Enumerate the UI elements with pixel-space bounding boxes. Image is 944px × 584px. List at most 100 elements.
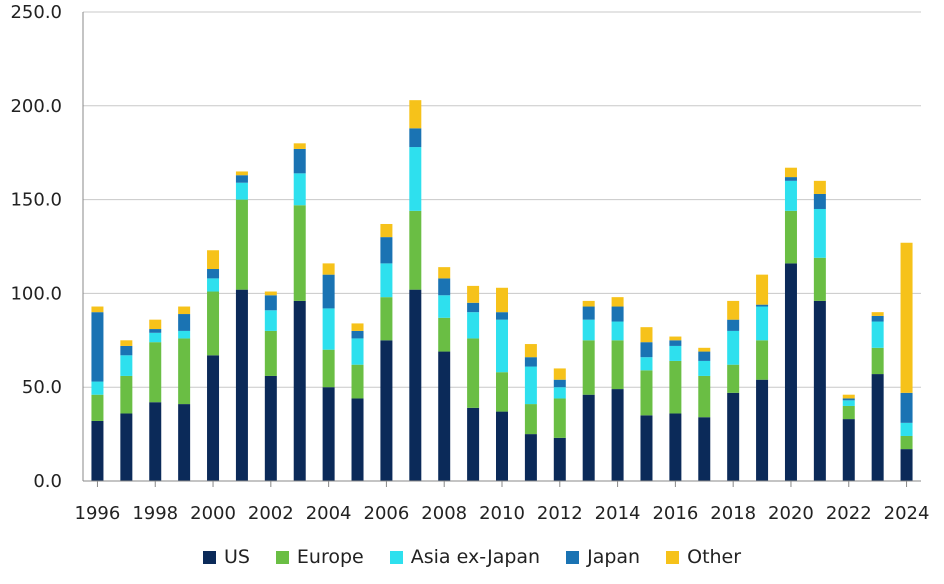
bar-segment-europe-2022	[842, 405, 855, 420]
bar-segment-europe-1998	[149, 342, 162, 403]
bar-segment-japan-1999	[178, 314, 191, 331]
bar-segment-us-2009	[467, 407, 480, 481]
bar-segment-us-2010	[496, 411, 508, 481]
x-tick-label: 2004	[306, 503, 352, 524]
bar-segment-us-2021	[813, 300, 826, 481]
legend-item-other: Other	[666, 546, 741, 568]
bar-segment-europe-2001	[235, 199, 248, 290]
bar-segment-japan-2013	[582, 306, 595, 320]
y-axis-ticks: 0.0 50.0 100.0 150.0 200.0 250.0	[10, 2, 62, 492]
bar-segment-asia-ex-japan-2008	[438, 295, 451, 318]
x-tick-label: 2000	[190, 503, 236, 524]
bar-segment-asia-ex-japan-2001	[235, 182, 248, 200]
bar-segment-other-2020	[784, 167, 797, 178]
bar-segment-asia-ex-japan-2000	[207, 278, 220, 292]
bar-segment-japan-1996	[91, 312, 104, 382]
bar-segment-japan-2020	[784, 177, 797, 181]
bar-segment-japan-2015	[640, 342, 653, 358]
bar-segment-asia-ex-japan-2020	[784, 180, 797, 211]
bar-segment-japan-2003	[293, 148, 306, 174]
bar-segment-other-1996	[91, 306, 104, 313]
bar-segment-japan-2008	[438, 278, 451, 296]
bar-segment-other-2010	[496, 287, 508, 313]
x-tick-label: 2006	[364, 503, 410, 524]
x-tick-label: 1996	[75, 503, 121, 524]
bar-segment-asia-ex-japan-2024	[900, 422, 913, 436]
bar-segment-other-2003	[293, 143, 306, 149]
bar-segment-japan-2021	[813, 193, 826, 209]
bar-segment-asia-ex-japan-2018	[727, 330, 740, 365]
bar-segment-other-2005	[351, 323, 364, 331]
bar-segment-japan-2017	[698, 351, 711, 361]
bar-segment-us-2018	[727, 392, 740, 481]
legend: US Europe Asia ex-Japan Japan Other	[0, 546, 944, 568]
bar-segment-asia-ex-japan-2010	[496, 319, 508, 373]
bar-segment-europe-2005	[351, 364, 364, 399]
bar-segment-europe-2009	[467, 338, 480, 408]
x-axis-ticks: 1996 1998 2000 2002 2004 2006 2008 2010 2012 2014…	[75, 481, 930, 524]
bar-segment-other-1999	[178, 306, 191, 315]
bar-segment-japan-2018	[727, 319, 740, 331]
bar-segment-other-2016	[669, 336, 682, 341]
x-tick-label: 2024	[884, 503, 930, 524]
x-tick-label: 2018	[710, 503, 756, 524]
bar-segment-other-2017	[698, 347, 711, 352]
bar-segment-japan-2016	[669, 340, 682, 346]
bar-segment-other-2004	[322, 263, 335, 275]
bar-segment-europe-2021	[813, 257, 826, 301]
bar-segment-europe-2023	[871, 347, 884, 375]
y-tick-label: 100.0	[10, 283, 62, 304]
y-tick-label: 150.0	[10, 190, 62, 211]
bar-segment-asia-ex-japan-1998	[149, 332, 162, 343]
legend-label-europe: Europe	[296, 546, 364, 568]
bar-segment-europe-2003	[293, 205, 306, 301]
bar-segment-japan-2001	[235, 175, 248, 183]
bar-segment-japan-2011	[524, 357, 537, 367]
bar-segment-us-2014	[611, 389, 624, 481]
bar-segment-us-2003	[293, 300, 306, 481]
bar-segment-japan-2019	[756, 304, 769, 307]
legend-label-us: US	[223, 546, 250, 568]
bar-segment-asia-ex-japan-2011	[524, 366, 537, 405]
bar-segment-europe-2010	[496, 372, 508, 412]
bar-segment-asia-ex-japan-2005	[351, 338, 364, 365]
bar-segment-other-2023	[871, 312, 884, 316]
bar-segment-other-2014	[611, 297, 624, 307]
bar-segment-other-2015	[640, 327, 653, 343]
bar-segment-asia-ex-japan-2016	[669, 345, 682, 361]
bar-segment-japan-2024	[900, 392, 913, 423]
bar-segment-other-2013	[582, 300, 595, 307]
bar-segment-japan-2004	[322, 274, 335, 309]
bar-segment-asia-ex-japan-1996	[91, 381, 104, 395]
bar-segment-us-2007	[409, 289, 422, 481]
bar-segment-europe-2012	[553, 398, 566, 438]
bar-segment-asia-ex-japan-2021	[813, 208, 826, 258]
bar-segment-asia-ex-japan-2022	[842, 400, 855, 406]
bar-segment-asia-ex-japan-2002	[264, 310, 277, 331]
bar-segment-europe-1997	[120, 375, 133, 414]
bar-segment-other-1997	[120, 340, 133, 346]
y-tick-label: 200.0	[10, 96, 62, 117]
bar-segment-other-2011	[524, 344, 537, 358]
bar-segment-us-2024	[900, 449, 913, 481]
bar-segment-us-2011	[524, 434, 537, 481]
bar-segment-japan-2014	[611, 306, 624, 322]
bar-segment-europe-2004	[322, 349, 335, 388]
bar-segment-europe-2018	[727, 364, 740, 393]
bar-segment-japan-1998	[149, 329, 162, 333]
legend-item-japan: Japan	[566, 546, 640, 568]
x-tick-label: 1998	[132, 503, 178, 524]
bar-segment-japan-2022	[842, 398, 855, 401]
bar-segment-us-2015	[640, 415, 653, 481]
y-tick-label: 50.0	[22, 377, 62, 398]
bar-segment-other-2009	[467, 285, 480, 303]
bar-segment-us-2017	[698, 417, 711, 481]
bar-segment-us-2016	[669, 413, 682, 481]
bar-segment-asia-ex-japan-2013	[582, 319, 595, 341]
bar-segment-us-1997	[120, 413, 133, 481]
bar-segment-asia-ex-japan-1999	[178, 330, 191, 339]
gridlines	[83, 11, 921, 388]
bar-segment-us-2000	[207, 355, 220, 481]
bar-stacks	[91, 100, 913, 481]
bar-segment-other-2022	[842, 394, 855, 399]
